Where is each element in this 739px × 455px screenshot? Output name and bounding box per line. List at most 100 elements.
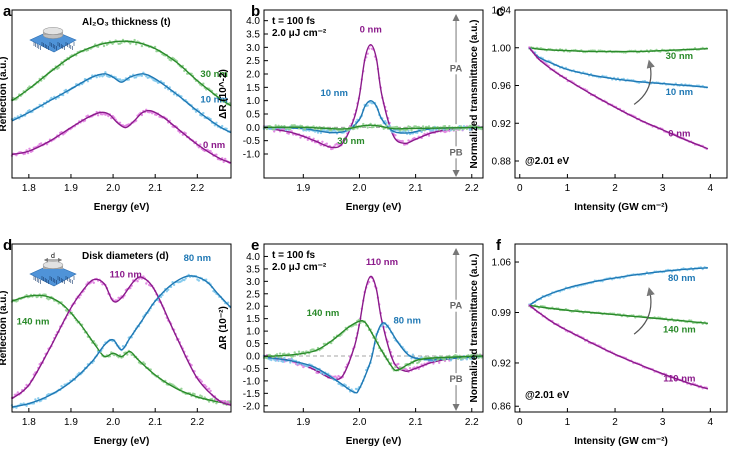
y-tick-label: 3.0: [246, 43, 260, 54]
x-tick-label: 2: [612, 417, 618, 428]
x-tick-label: 1.9: [64, 183, 78, 194]
data-point: [321, 140, 324, 143]
fit-line: [263, 124, 484, 130]
panel-title: Al₂O₃ thickness (t): [82, 17, 171, 28]
series-label: 110 nm: [110, 270, 142, 281]
data-point: [420, 356, 423, 359]
data-point: [299, 136, 302, 139]
condition-fluence: 2.0 μJ cm⁻²: [272, 28, 327, 39]
data-point: [421, 125, 425, 128]
fit-line: [528, 47, 708, 89]
x-tick-label: 2.2: [465, 183, 479, 194]
data-point: [136, 280, 139, 283]
data-point: [438, 128, 441, 131]
x-axis-label: Energy (eV): [346, 436, 402, 447]
condition-time: t = 100 fs: [272, 250, 316, 261]
data-point: [408, 125, 412, 129]
data-point: [410, 129, 413, 132]
fit-line: [11, 276, 232, 406]
data-point: [330, 129, 333, 132]
fit-line: [11, 73, 232, 134]
data-point: [325, 142, 328, 145]
data-point: [319, 131, 323, 135]
y-tick-label: 2.5: [246, 289, 260, 300]
data-point: [133, 38, 136, 42]
x-tick-label: 4: [708, 417, 714, 428]
data-point: [443, 125, 447, 128]
data-point: [165, 290, 168, 293]
y-tick-label: 0.88: [492, 157, 512, 168]
data-point: [169, 59, 173, 62]
data-point: [193, 392, 196, 396]
trend-arrow: [633, 287, 655, 335]
x-tick-label: 2.0: [353, 183, 367, 194]
data-point: [203, 384, 206, 387]
y-tick-label: 3.0: [246, 277, 260, 288]
data-point: [274, 359, 277, 362]
data-point: [277, 124, 280, 128]
data-point: [296, 362, 299, 366]
series-b-30-nm: [262, 122, 484, 132]
y-axis-label: Normalized transmittance (a.u.): [469, 254, 480, 403]
y-axis-label: Normalized transmittance (a.u.): [469, 20, 480, 169]
series-label: 0 nm: [203, 140, 225, 151]
data-point: [159, 295, 163, 299]
panel-label-c: c: [496, 3, 504, 20]
data-point: [362, 122, 365, 126]
disk-cap: [42, 261, 64, 269]
panel-label-d: d: [3, 237, 12, 254]
data-point: [225, 127, 228, 130]
data-point: [476, 353, 479, 356]
data-point: [385, 124, 388, 127]
data-point: [142, 361, 145, 364]
y-tick-label: 1.04: [492, 6, 512, 17]
data-point: [366, 52, 369, 55]
series-label: 80 nm: [393, 316, 420, 327]
y-tick-label: 4.0: [246, 252, 260, 263]
data-point: [448, 125, 451, 128]
panel-f: f 0 1 2 3 4 0.86 0.92 0.99 1.06 Intensity (GW cm⁻²…: [469, 237, 728, 447]
data-point: [102, 44, 106, 48]
data-point: [432, 362, 435, 365]
data-point: [226, 401, 230, 404]
data-point: [95, 76, 98, 79]
photon-energy-note: @2.01 eV: [525, 156, 570, 167]
data-point: [443, 358, 447, 361]
x-tick-label: 2.2: [190, 183, 204, 194]
data-point: [224, 157, 227, 161]
data-point: [369, 122, 372, 126]
panel-b: b 1.9 2.0 2.1 2.2 -1.0 -0.5 0.0 0.5 1.0 1.5 2.0 2.5 3…: [218, 3, 484, 213]
series-d-140-nm: [10, 293, 232, 406]
data-point: [394, 134, 397, 137]
series-d-80-nm: [10, 273, 232, 409]
diameter-symbol: d: [51, 253, 55, 260]
data-point: [303, 128, 307, 131]
data-point: [388, 124, 391, 127]
series-label: 80 nm: [184, 253, 211, 264]
data-point: [477, 356, 480, 360]
data-point: [104, 71, 107, 74]
series-label: 80 nm: [668, 273, 695, 284]
data-point: [127, 78, 130, 81]
data-point: [281, 360, 285, 363]
data-point: [40, 142, 43, 145]
data-point: [473, 353, 476, 356]
data-point: [480, 356, 483, 359]
data-point: [129, 42, 132, 45]
x-tick-label: 1.9: [296, 417, 310, 428]
panel-label-f: f: [496, 237, 502, 254]
panel-c: c 0 1 2 3 4 0.88 0.92 0.96 1.00 1.04 Intensity (GW …: [469, 3, 728, 213]
data-point: [401, 139, 404, 143]
series-label: 30 nm: [337, 136, 364, 147]
y-tick-label: 0.5: [246, 339, 260, 350]
data-point: [120, 41, 123, 44]
data-point: [347, 128, 350, 132]
series-label: 30 nm: [200, 69, 227, 80]
data-point: [420, 128, 423, 132]
y-tick-label: 0.5: [246, 110, 260, 121]
series-c-30-nm: [528, 46, 708, 54]
panel-label-b: b: [251, 3, 260, 20]
data-point: [354, 323, 358, 326]
data-point: [126, 353, 129, 356]
data-point: [273, 127, 276, 130]
